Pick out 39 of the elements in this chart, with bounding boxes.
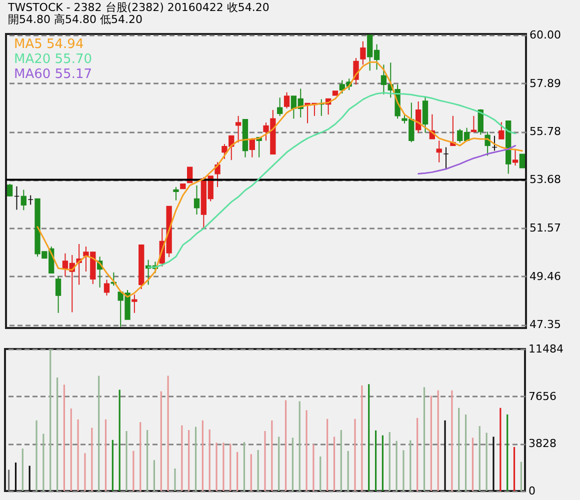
candlestick [492, 135, 498, 152]
text: MA5 54.94 [14, 37, 84, 52]
y-tick-label: 49.46 [530, 270, 561, 283]
line-series [418, 144, 516, 175]
y-tick-label: 11484 [528, 342, 564, 356]
candlestick [194, 184, 200, 216]
candlestick [277, 97, 283, 116]
candlestick [436, 140, 442, 163]
candlestick [498, 122, 504, 140]
y-tick-label: 3828 [528, 437, 556, 450]
candlestick [235, 115, 242, 143]
candlestick [55, 276, 62, 314]
y-tick-label: 7656 [528, 390, 556, 403]
candlestick [6, 183, 13, 197]
text: MA60 55.17 [14, 67, 92, 82]
y-tick-label: 57.89 [530, 76, 561, 90]
y-tick-label: 51.57 [530, 222, 561, 235]
candlestick [104, 279, 110, 296]
y-tick-label: 53.68 [530, 173, 561, 186]
candlestick [416, 100, 422, 134]
candlestick [512, 149, 518, 166]
candlestick [28, 194, 34, 206]
candlestick [173, 186, 179, 201]
candlestick [20, 189, 26, 211]
candlestick [284, 92, 290, 109]
y-tick-label: 55.78 [530, 125, 561, 138]
text: MA20 55.70 [14, 52, 92, 67]
candlestick [470, 115, 477, 132]
y-tick-label: 47.35 [530, 318, 561, 332]
chart-subtitle: 開54.80 高54.80 低54.20 [8, 13, 142, 26]
candlestick [14, 186, 20, 210]
candlestick [132, 294, 138, 314]
candlestick [360, 40, 366, 66]
candlestick [443, 146, 449, 170]
chart-title: TWSTOCK - 2382 台股(2382) 20160422 收54.20 [7, 1, 270, 14]
candlestick [519, 154, 526, 168]
y-tick-label: 60.00 [530, 28, 561, 42]
candlestick [422, 96, 428, 134]
y-tick-label: 0 [528, 484, 536, 498]
